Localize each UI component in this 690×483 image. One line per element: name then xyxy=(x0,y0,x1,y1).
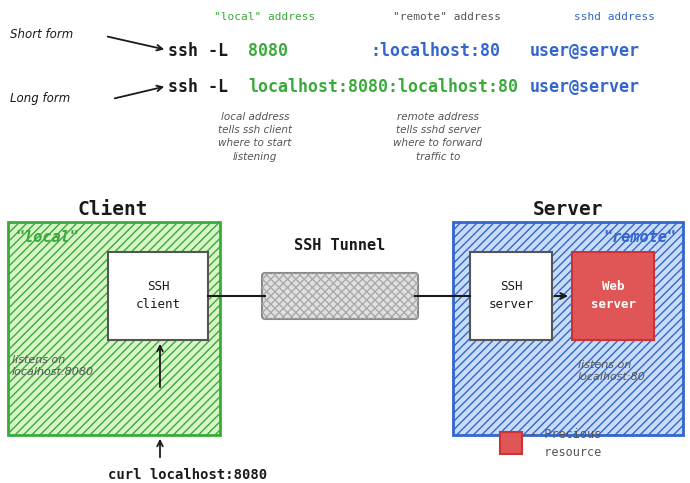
Bar xyxy=(453,222,683,435)
FancyBboxPatch shape xyxy=(262,273,418,319)
Text: Short form: Short form xyxy=(10,28,73,41)
Text: Server: Server xyxy=(533,200,603,219)
Bar xyxy=(453,222,683,435)
Text: local address
tells ssh client
where to start
listening: local address tells ssh client where to … xyxy=(218,112,292,162)
Text: "remote" address: "remote" address xyxy=(393,12,501,22)
Text: "remote": "remote" xyxy=(603,230,676,245)
Text: curl localhost:8080: curl localhost:8080 xyxy=(108,468,267,482)
Text: SSH
server: SSH server xyxy=(489,281,533,312)
Text: ssh -L: ssh -L xyxy=(168,78,228,96)
Text: user@server: user@server xyxy=(530,42,640,60)
Text: user@server: user@server xyxy=(530,78,640,96)
Text: :localhost:80: :localhost:80 xyxy=(370,42,500,60)
Text: Web
server: Web server xyxy=(591,281,635,312)
Bar xyxy=(8,222,220,435)
Bar xyxy=(470,252,552,340)
Bar xyxy=(108,252,208,340)
Text: SSH Tunnel: SSH Tunnel xyxy=(295,238,386,253)
Text: "local" address: "local" address xyxy=(215,12,315,22)
Bar xyxy=(8,222,220,435)
Text: SSH
client: SSH client xyxy=(135,281,181,312)
Text: ssh -L: ssh -L xyxy=(168,42,228,60)
Text: - Precious
  resource: - Precious resource xyxy=(530,427,601,458)
Text: sshd address: sshd address xyxy=(573,12,655,22)
Text: listens on
localhost:8080: listens on localhost:8080 xyxy=(12,355,94,377)
Bar xyxy=(572,252,654,340)
Text: Client: Client xyxy=(78,200,148,219)
Text: listens on
localhost:80: listens on localhost:80 xyxy=(578,360,646,383)
Bar xyxy=(500,432,522,454)
Text: remote address
tells sshd server
where to forward
traffic to: remote address tells sshd server where t… xyxy=(393,112,482,162)
Text: Long form: Long form xyxy=(10,92,70,105)
Text: localhost:8080:localhost:80: localhost:8080:localhost:80 xyxy=(248,78,518,96)
Text: 8080: 8080 xyxy=(248,42,288,60)
Text: "local": "local" xyxy=(15,230,79,245)
